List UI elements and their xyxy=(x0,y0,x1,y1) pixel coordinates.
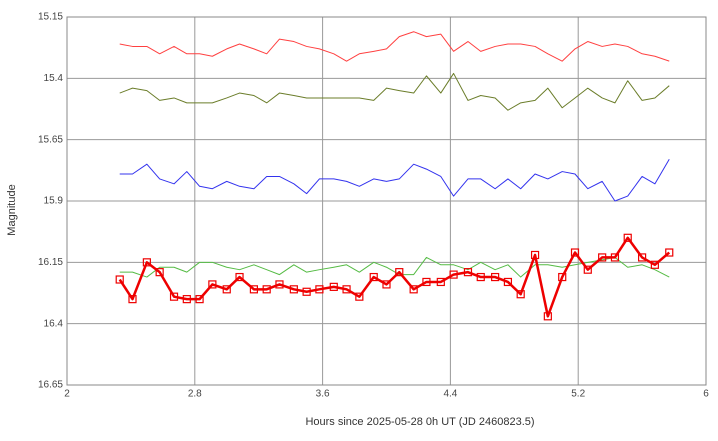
data-point xyxy=(610,253,620,262)
series-line xyxy=(119,31,670,62)
y-tick-label: 15.15 xyxy=(38,12,63,23)
y-tick-label: 15.65 xyxy=(38,134,63,145)
data-point xyxy=(275,280,284,289)
data-point xyxy=(342,285,351,294)
data-point xyxy=(195,295,204,304)
x-axis-label: Hours since 2025-05-28 0h UT (JD 2460823… xyxy=(305,416,534,428)
data-point xyxy=(463,268,473,277)
data-point xyxy=(543,312,552,321)
data-point xyxy=(262,285,271,294)
plot xyxy=(115,31,674,321)
data-point xyxy=(315,285,324,294)
y-tick-label: 16.15 xyxy=(38,257,63,268)
data-point xyxy=(355,292,364,301)
data-point xyxy=(449,270,458,279)
data-point xyxy=(369,272,378,282)
data-point xyxy=(583,265,592,274)
data-point xyxy=(142,258,151,267)
data-point xyxy=(208,280,217,289)
data-point xyxy=(182,295,191,304)
data-point xyxy=(222,285,231,294)
data-point xyxy=(155,268,164,277)
data-point xyxy=(665,248,674,257)
data-point xyxy=(422,277,431,287)
y-tick-label: 15.4 xyxy=(44,73,64,84)
data-point xyxy=(503,277,513,287)
series-line xyxy=(119,159,670,202)
data-point xyxy=(169,292,179,301)
data-point xyxy=(558,272,567,282)
data-point xyxy=(516,290,525,299)
y-tick-label: 15.9 xyxy=(44,196,64,207)
data-point xyxy=(115,275,124,284)
data-point xyxy=(128,295,137,304)
data-point xyxy=(395,268,404,277)
x-tick-label: 3.6 xyxy=(316,389,330,400)
data-point xyxy=(623,233,632,242)
data-point xyxy=(476,272,485,282)
data-point xyxy=(570,248,580,257)
data-point xyxy=(382,280,391,289)
data-point xyxy=(436,277,445,287)
series-line xyxy=(118,236,671,318)
data-point xyxy=(235,272,244,282)
plot-frame xyxy=(66,16,707,386)
x-tick-label: 2 xyxy=(64,389,70,400)
data-point xyxy=(289,285,298,294)
y-tick-label: 16.4 xyxy=(44,318,64,329)
x-tick-label: 6 xyxy=(703,389,709,400)
data-point xyxy=(302,287,311,296)
data-point xyxy=(598,253,607,262)
data-point xyxy=(530,250,540,260)
x-tick-label: 5.2 xyxy=(571,389,585,400)
data-point xyxy=(249,285,259,294)
y-tick-label: 16.65 xyxy=(38,380,63,391)
series-line xyxy=(119,72,670,111)
x-tick-label: 2.8 xyxy=(188,389,202,400)
x-tick-label: 4.4 xyxy=(443,389,457,400)
data-point xyxy=(650,260,659,269)
y-axis-label: Magnitude xyxy=(6,184,18,235)
data-point xyxy=(409,285,418,294)
series-line xyxy=(119,256,670,278)
data-point xyxy=(491,272,500,282)
data-point xyxy=(637,253,647,262)
data-point xyxy=(329,282,338,291)
